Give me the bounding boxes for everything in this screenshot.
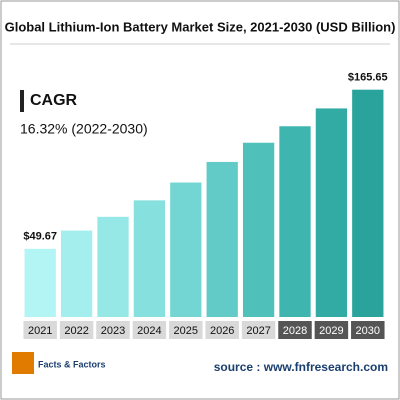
x-tick-box [169,321,203,339]
x-tick-label: 2022 [64,325,88,337]
x-tick-box [314,321,349,339]
x-tick-box [132,321,167,339]
bar [315,108,348,317]
x-tick-label: 2024 [137,325,161,337]
x-tick-box [59,321,94,339]
source: source : www.fnfresearch.com [214,360,388,374]
x-tick-box [205,321,239,339]
bar [242,142,275,317]
x-tick-label: 2028 [283,325,307,337]
x-tick-box [241,321,276,339]
x-tick-label: 2025 [174,325,198,337]
bar [352,89,384,317]
bar [97,216,129,317]
bar [133,200,166,317]
x-tick-box [278,321,312,339]
bar [60,230,93,317]
annotation-bar [20,90,24,112]
x-tick-label: 2030 [356,325,380,337]
value-label: $49.67 [23,231,57,243]
x-tick-label: 2026 [210,325,234,337]
bar [206,161,238,317]
x-tick-label: 2029 [319,325,343,337]
logo-icon [12,352,34,374]
x-tick-box [96,321,130,339]
x-tick-label: 2021 [28,325,52,337]
x-tick-box [23,321,57,339]
annotation-title: CAGR [30,92,78,109]
value-label: $165.65 [348,72,388,84]
annotation: 16.32% (2022-2030) [20,121,148,137]
x-tick-label: 2023 [101,325,125,337]
logo: Facts & Factors [38,359,106,369]
chart-title: Global Lithium-Ion Battery Market Size, … [5,19,396,34]
x-tick-label: 2027 [246,325,270,337]
x-tick-box [351,321,385,339]
bar [279,126,311,317]
bar [24,248,56,317]
bar [170,182,202,317]
